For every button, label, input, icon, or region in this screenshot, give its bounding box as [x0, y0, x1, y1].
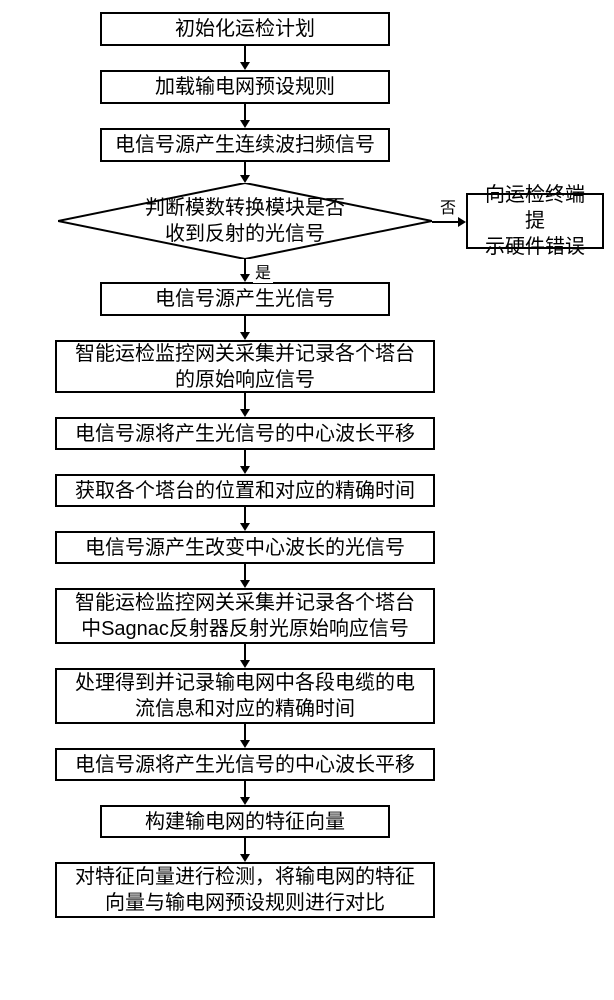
- edge-arrow: [239, 724, 251, 748]
- edge-arrow: [239, 507, 251, 531]
- process-node: 向运检终端提 示硬件错误: [466, 193, 604, 249]
- edge-arrow: [239, 644, 251, 668]
- node-label: 电信号源产生光信号: [155, 286, 335, 312]
- node-label: 电信号源将产生光信号的中心波长平移: [75, 752, 415, 778]
- node-label: 智能运检监控网关采集并记录各个塔台 的原始响应信号: [75, 341, 415, 393]
- node-label: 电信号源将产生光信号的中心波长平移: [75, 421, 415, 447]
- node-label: 构建输电网的特征向量: [145, 809, 345, 835]
- edge-label-no: 否: [438, 194, 458, 218]
- node-label: 处理得到并记录输电网中各段电缆的电 流信息和对应的精确时间: [75, 670, 415, 722]
- process-node: 处理得到并记录输电网中各段电缆的电 流信息和对应的精确时间: [55, 668, 435, 724]
- decision-node: 判断模数转换模块是否 收到反射的光信号: [58, 183, 432, 259]
- process-node: 获取各个塔台的位置和对应的精确时间: [55, 474, 435, 507]
- node-label: 电信号源产生连续波扫频信号: [115, 132, 375, 158]
- process-node: 电信号源将产生光信号的中心波长平移: [55, 417, 435, 450]
- edge-arrow: [239, 316, 251, 340]
- edge-label-yes: 是: [253, 259, 273, 283]
- process-node: 构建输电网的特征向量: [100, 805, 390, 838]
- process-node: 加载输电网预设规则: [100, 70, 390, 104]
- edge-arrow: [239, 162, 251, 183]
- edge-arrow: [239, 393, 251, 417]
- node-label: 对特征向量进行检测，将输电网的特征 向量与输电网预设规则进行对比: [75, 864, 415, 916]
- node-label: 向运检终端提 示硬件错误: [476, 182, 594, 260]
- process-node: 电信号源产生光信号: [100, 282, 390, 316]
- node-label: 初始化运检计划: [175, 16, 315, 42]
- process-node: 智能运检监控网关采集并记录各个塔台 中Sagnac反射器反射光原始响应信号: [55, 588, 435, 644]
- process-node: 初始化运检计划: [100, 12, 390, 46]
- process-node: 电信号源产生改变中心波长的光信号: [55, 531, 435, 564]
- node-label: 判断模数转换模块是否 收到反射的光信号: [125, 195, 365, 247]
- edge-arrow: [239, 781, 251, 805]
- edge-arrow: [239, 564, 251, 588]
- edge-arrow: [239, 259, 251, 282]
- edge-arrow: [239, 838, 251, 862]
- process-node: 对特征向量进行检测，将输电网的特征 向量与输电网预设规则进行对比: [55, 862, 435, 918]
- node-label: 智能运检监控网关采集并记录各个塔台 中Sagnac反射器反射光原始响应信号: [75, 590, 415, 642]
- edge-arrow: [239, 104, 251, 128]
- process-node: 电信号源将产生光信号的中心波长平移: [55, 748, 435, 781]
- flowchart-container: 初始化运检计划 加载输电网预设规则 电信号源产生连续波扫频信号 判断模数转换模块…: [0, 0, 614, 1000]
- edge-arrow: [239, 46, 251, 70]
- process-node: 电信号源产生连续波扫频信号: [100, 128, 390, 162]
- process-node: 智能运检监控网关采集并记录各个塔台 的原始响应信号: [55, 340, 435, 393]
- node-label: 加载输电网预设规则: [155, 74, 335, 100]
- edge-arrow: [239, 450, 251, 474]
- node-label: 电信号源产生改变中心波长的光信号: [85, 535, 405, 561]
- node-label: 获取各个塔台的位置和对应的精确时间: [75, 478, 415, 504]
